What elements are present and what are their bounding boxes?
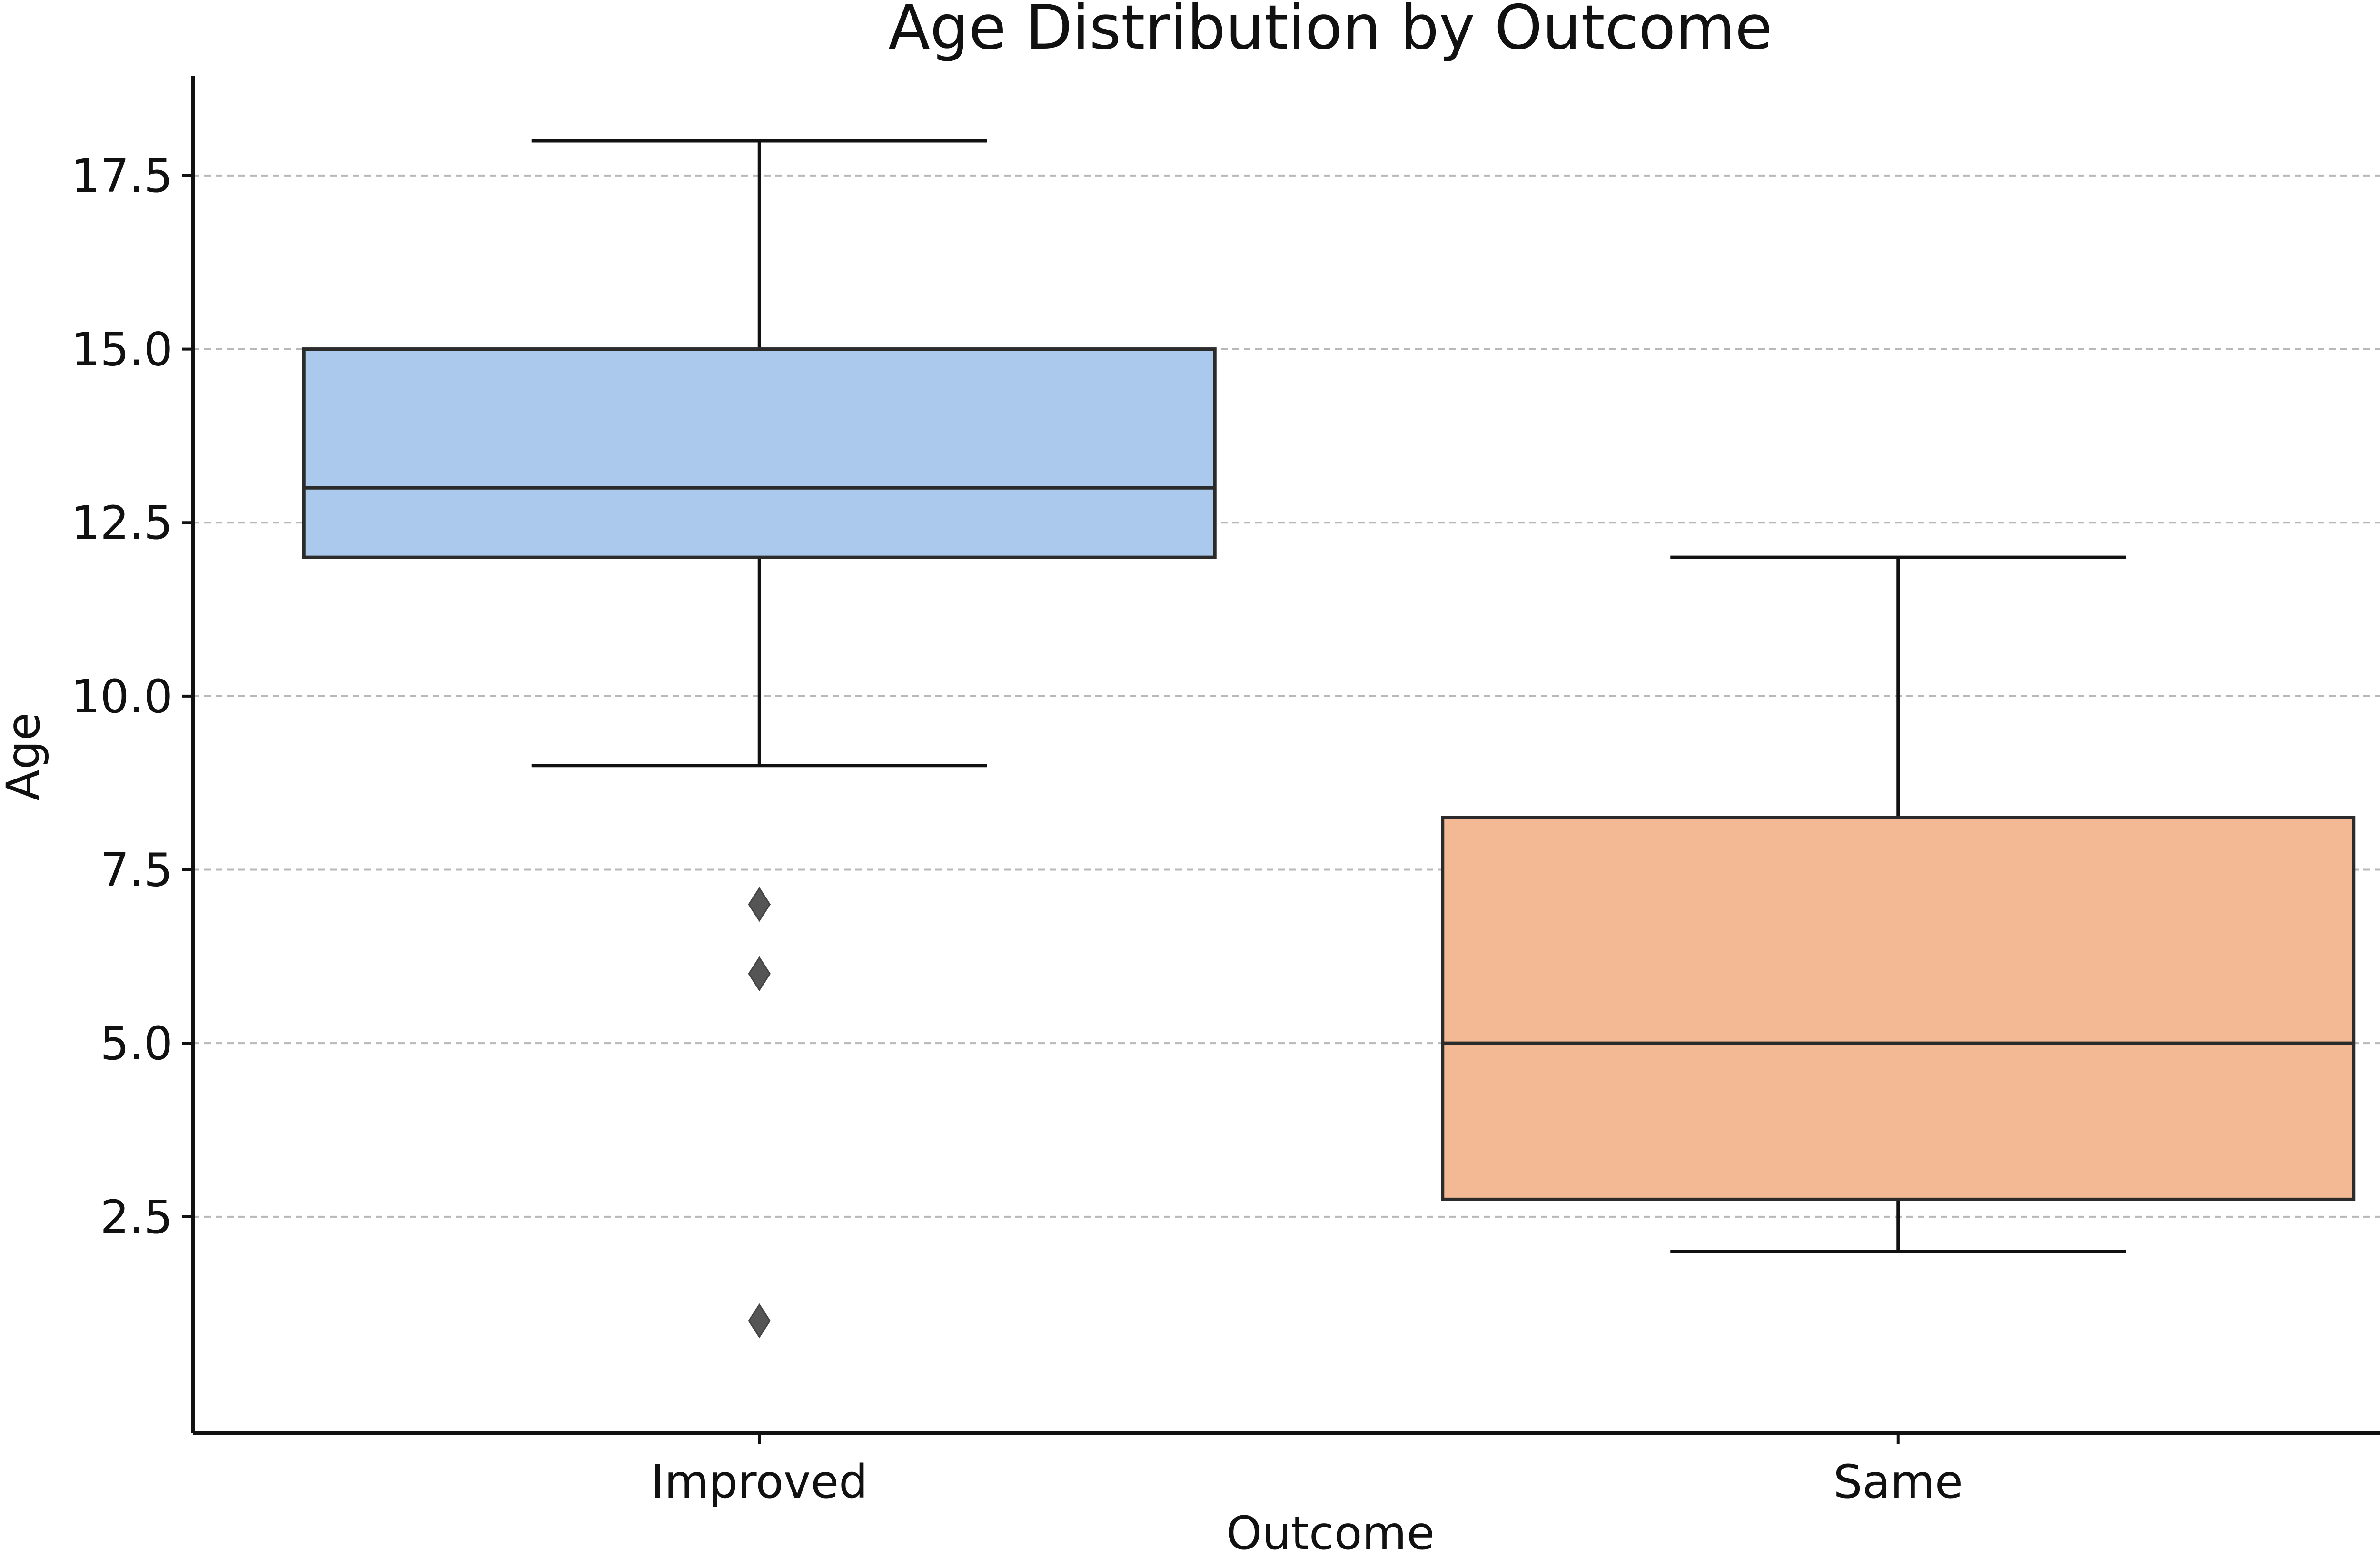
box-iqr xyxy=(1441,816,2356,1201)
y-tick-label: 7.5 xyxy=(100,844,173,897)
y-tick-label: 12.5 xyxy=(71,496,173,550)
box-group-improved xyxy=(302,139,1217,1339)
chart-title: Age Distribution by Outcome xyxy=(888,0,1773,63)
outlier-marker xyxy=(748,887,771,922)
outlier-marker xyxy=(748,1303,771,1339)
y-tick-label: 17.5 xyxy=(71,149,173,203)
box-group-same xyxy=(1441,555,2356,1253)
x-tick-label: Same xyxy=(1834,1455,1963,1509)
y-axis-label: Age xyxy=(0,712,50,801)
y-tick-label: 2.5 xyxy=(100,1191,173,1244)
x-axis-label: Outcome xyxy=(1226,1507,1435,1558)
y-tick-label: 15.0 xyxy=(71,323,173,376)
outlier-marker xyxy=(748,956,771,992)
boxes xyxy=(302,139,2356,1339)
y-tick-label: 5.0 xyxy=(100,1017,173,1070)
y-ticks: 2.5 5.0 7.5 10.0 12.5 15.0 17.5 xyxy=(71,149,193,1244)
y-tick-label: 10.0 xyxy=(71,670,173,723)
box-iqr xyxy=(302,347,1217,559)
x-ticks: Improved Same xyxy=(651,1433,1963,1509)
x-tick-label: Improved xyxy=(651,1455,868,1509)
